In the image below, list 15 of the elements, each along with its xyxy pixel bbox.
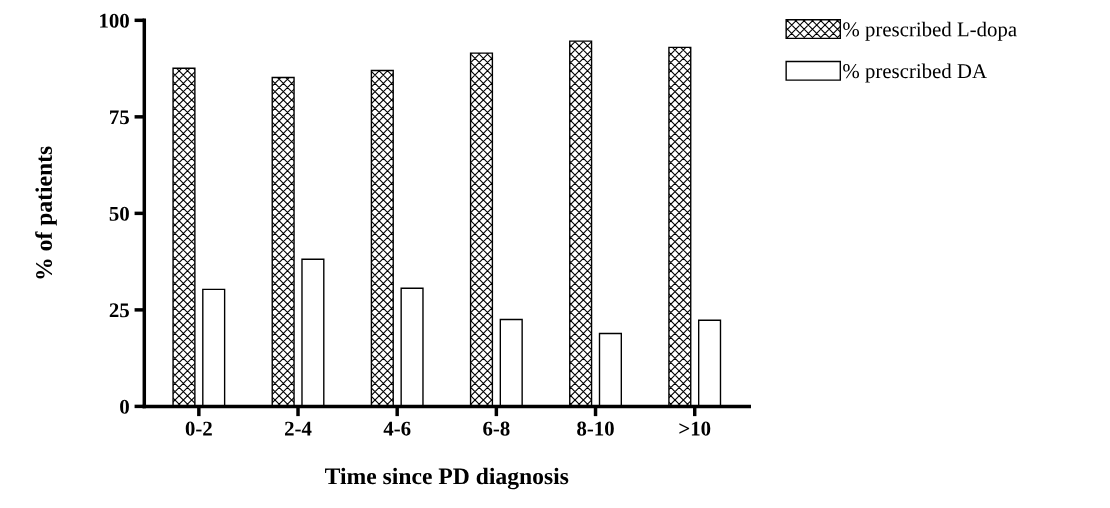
- y-tick-label: 0: [120, 399, 129, 414]
- x-axis-title: Time since PD diagnosis: [325, 467, 569, 490]
- y-axis-title: % of patients: [35, 146, 57, 279]
- x-tick-label: 8-10: [577, 421, 614, 436]
- x-tick-label: 0-2: [185, 421, 212, 436]
- x-tick-label: 6-8: [483, 421, 510, 436]
- legend-label: % prescribed L-dopa: [843, 21, 1017, 41]
- y-tick-label: 75: [110, 110, 129, 125]
- y-tick-label: 50: [109, 206, 129, 221]
- legend-label: % prescribed DA: [843, 63, 987, 83]
- x-tick-label: >10: [679, 421, 711, 436]
- x-tick-label: 2-4: [285, 421, 312, 436]
- x-tick-label: 4-6: [383, 421, 411, 436]
- y-tick-label: 100: [100, 13, 129, 28]
- y-tick-label: 25: [109, 303, 129, 318]
